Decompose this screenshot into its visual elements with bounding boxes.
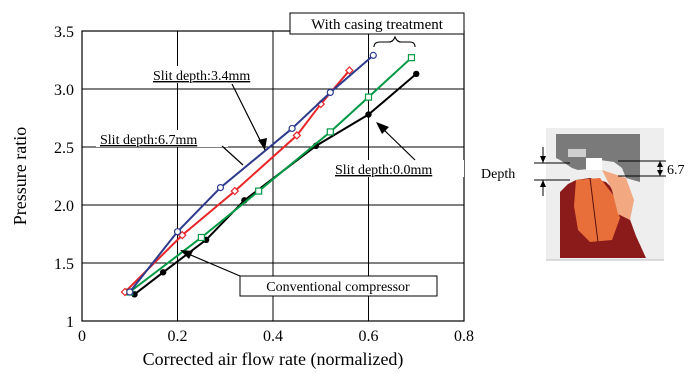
data-point bbox=[413, 70, 420, 78]
dimension-label: 6.7 bbox=[667, 163, 685, 178]
data-point bbox=[173, 228, 182, 236]
y-tick-label: 3.5 bbox=[54, 24, 74, 41]
leader-line-slit-0-0 bbox=[381, 127, 416, 161]
x-tick-label: 0.6 bbox=[359, 328, 379, 345]
series-label-slit-6-7: Slit depth:6.7mm bbox=[100, 133, 197, 148]
x-tick-label: 0.8 bbox=[454, 328, 474, 345]
data-point bbox=[365, 111, 372, 118]
data-point bbox=[369, 51, 377, 59]
series-line-1 bbox=[129, 56, 413, 293]
annotation-box bbox=[332, 160, 464, 177]
annotation-conventional: Conventional compressor bbox=[180, 250, 438, 297]
data-point bbox=[407, 54, 416, 62]
depth-arrowhead-lower bbox=[540, 180, 546, 187]
casing-treatment-brace bbox=[373, 35, 416, 48]
series-line-3 bbox=[128, 54, 374, 293]
y-tick-label: 2.0 bbox=[54, 198, 74, 215]
depth-arrowhead-upper bbox=[540, 156, 546, 163]
data-point bbox=[126, 288, 134, 296]
data-point bbox=[345, 66, 354, 75]
y-tick-label: 1.5 bbox=[54, 256, 74, 273]
x-tick-label: 0 bbox=[78, 328, 86, 345]
data-point bbox=[326, 88, 334, 97]
axis-ticks: 0 0.2 0.4 0.6 0.8 1 1.5 2.0 2.5 3.0 3.5 bbox=[54, 24, 474, 345]
series-label-slit-3-4: Slit depth:3.4mm bbox=[153, 69, 250, 84]
series-label-conventional: Conventional compressor bbox=[266, 280, 410, 295]
y-tick-label: 1 bbox=[66, 314, 74, 331]
data-point bbox=[197, 233, 205, 242]
leader-arrowhead-conventional bbox=[180, 250, 193, 259]
data-point bbox=[216, 184, 225, 192]
annotation-box bbox=[239, 275, 438, 297]
blade-edge-line bbox=[589, 177, 599, 243]
y-tick-label: 3.0 bbox=[54, 82, 74, 99]
plot-area: 0 0.2 0.4 0.6 0.8 1 1.5 2.0 2.5 3.0 3.5 bbox=[54, 24, 474, 345]
impeller-blade-front bbox=[574, 178, 620, 242]
leader-arrowhead-slit-0-0 bbox=[376, 122, 389, 134]
data-point bbox=[159, 269, 167, 276]
slit-gap bbox=[586, 158, 602, 170]
annotation-box bbox=[289, 12, 465, 35]
x-axis-label: Corrected air flow rate (normalized) bbox=[143, 349, 404, 370]
annotation-box bbox=[96, 130, 228, 147]
x-tick-label: 0.4 bbox=[263, 328, 283, 345]
dim-arrowhead-bottom bbox=[657, 170, 663, 176]
annotation-slit-3-4: Slit depth:3.4mm bbox=[150, 66, 267, 151]
data-point bbox=[230, 186, 240, 196]
annotation-box bbox=[150, 66, 232, 83]
y-axis-label: Pressure ratio bbox=[10, 127, 30, 225]
series-line-2 bbox=[124, 69, 351, 293]
compressor-cross-section-diagram: Depth 6.7 bbox=[481, 128, 685, 261]
leader-line-slit-6-7 bbox=[221, 145, 244, 166]
dim-arrowhead-top bbox=[657, 161, 663, 167]
leader-line-slit-3-4 bbox=[231, 83, 266, 151]
data-point bbox=[255, 187, 263, 195]
series-layer bbox=[120, 51, 420, 298]
slit-groove bbox=[568, 149, 586, 157]
leader-line-conventional bbox=[185, 252, 241, 277]
data-point bbox=[326, 128, 334, 136]
leader-arrowhead-slit-3-4 bbox=[258, 138, 267, 150]
data-point bbox=[292, 131, 302, 140]
x-tick-label: 0.2 bbox=[168, 328, 188, 345]
impeller-blade-back bbox=[602, 170, 634, 220]
y-tick-label: 2.5 bbox=[54, 140, 74, 157]
data-point bbox=[288, 124, 296, 133]
annotation-slit-6-7: Slit depth:6.7mm bbox=[96, 130, 244, 166]
annotation-slit-0-0: Slit depth:0.0mm bbox=[332, 122, 464, 178]
annotation-casing-treatment: With casing treatment bbox=[289, 12, 465, 48]
series-label-slit-0-0: Slit depth:0.0mm bbox=[335, 163, 432, 178]
casing-treatment-label: With casing treatment bbox=[311, 17, 444, 33]
depth-label: Depth bbox=[481, 167, 515, 182]
data-point bbox=[364, 93, 373, 101]
